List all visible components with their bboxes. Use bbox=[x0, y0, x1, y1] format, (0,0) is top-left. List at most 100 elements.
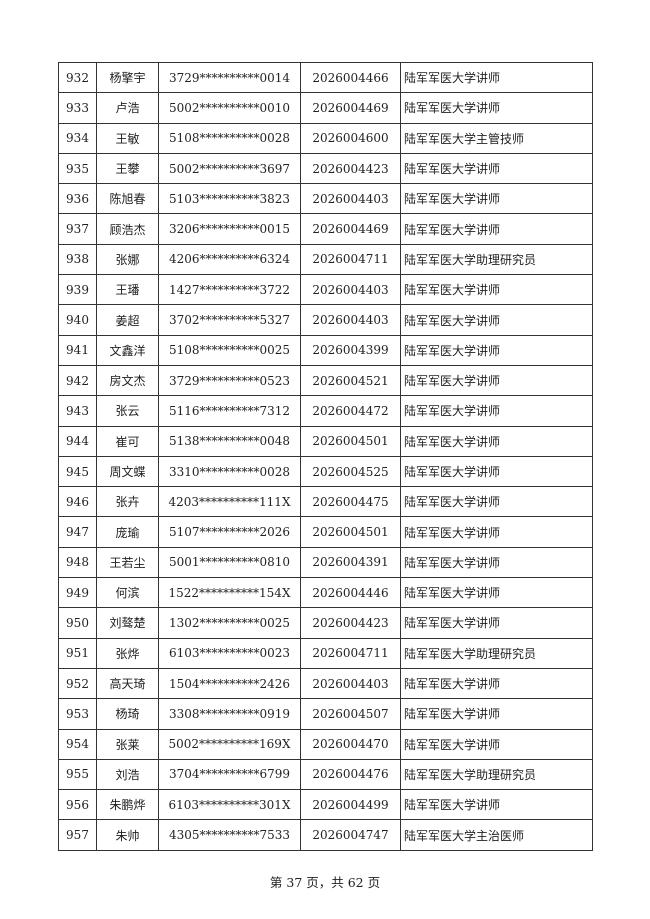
table-row: 942 房文杰 3729**********0523 2026004521 陆军军医大学… bbox=[58, 364, 593, 397]
table-row: 944 崔可 5138**********0048 2026004501 陆军军医大学讲… bbox=[58, 425, 593, 457]
cell-row-number: 945 bbox=[58, 455, 97, 488]
cell-id-number: 5108**********0025 bbox=[158, 334, 301, 366]
cell-position: 陆军军医大学讲师 bbox=[400, 577, 593, 609]
cell-id-number: 5107**********2026 bbox=[158, 516, 301, 548]
cell-name: 张烨 bbox=[96, 637, 159, 669]
cell-position: 陆军军医大学讲师 bbox=[400, 213, 593, 245]
table-row: 934 王敏 5108**********0028 2026004600 陆军军医大学主… bbox=[58, 122, 593, 154]
cell-id-number: 6103**********301X bbox=[158, 789, 301, 821]
cell-row-number: 936 bbox=[58, 183, 97, 215]
cell-id-number: 1302**********0025 bbox=[158, 607, 301, 639]
table-row: 956 朱鹏烨 6103**********301X 2026004499 陆军军医大学… bbox=[58, 789, 593, 821]
table-row: 936 陈旭春 5103**********3823 2026004403 陆军军医大学… bbox=[58, 183, 593, 215]
table-row: 932 杨擎宇 3729**********0014 2026004466 陆军军医大学… bbox=[58, 61, 593, 94]
cell-exam-number: 2026004470 bbox=[300, 728, 401, 760]
cell-id-number: 1504**********2426 bbox=[158, 667, 301, 700]
cell-row-number: 942 bbox=[58, 364, 97, 397]
cell-id-number: 3308**********0919 bbox=[158, 698, 301, 730]
cell-id-number: 4203**********111X bbox=[158, 486, 301, 518]
cell-name: 王敏 bbox=[96, 122, 159, 154]
cell-position: 陆军军医大学讲师 bbox=[400, 425, 593, 457]
cell-row-number: 954 bbox=[58, 728, 97, 760]
cell-exam-number: 2026004469 bbox=[300, 92, 401, 124]
cell-position: 陆军军医大学助理研究员 bbox=[400, 637, 593, 669]
cell-id-number: 3729**********0014 bbox=[158, 61, 301, 94]
cell-position: 陆军军医大学助理研究员 bbox=[400, 758, 593, 791]
cell-position: 陆军军医大学讲师 bbox=[400, 61, 593, 94]
cell-id-number: 4206**********6324 bbox=[158, 243, 301, 276]
cell-name: 张云 bbox=[96, 395, 159, 427]
cell-exam-number: 2026004403 bbox=[300, 183, 401, 215]
table-row: 954 张莱 5002**********169X 2026004470 陆军军医大学讲… bbox=[58, 728, 593, 760]
cell-position: 陆军军医大学讲师 bbox=[400, 183, 593, 215]
table-row: 945 周文蝶 3310**********0028 2026004525 陆军军医大学… bbox=[58, 455, 593, 488]
cell-id-number: 5002**********3697 bbox=[158, 152, 301, 185]
cell-exam-number: 2026004499 bbox=[300, 789, 401, 821]
cell-row-number: 947 bbox=[58, 516, 97, 548]
table-row: 939 王璠 1427**********3722 2026004403 陆军军医大学讲… bbox=[58, 274, 593, 306]
cell-row-number: 943 bbox=[58, 395, 97, 427]
table-row: 933 卢浩 5002**********0010 2026004469 陆军军医大学讲… bbox=[58, 92, 593, 124]
cell-row-number: 934 bbox=[58, 122, 97, 154]
cell-name: 朱鹏烨 bbox=[96, 789, 159, 821]
cell-position: 陆军军医大学讲师 bbox=[400, 364, 593, 397]
cell-name: 周文蝶 bbox=[96, 455, 159, 488]
cell-row-number: 944 bbox=[58, 425, 97, 457]
cell-name: 文鑫洋 bbox=[96, 334, 159, 366]
cell-name: 卢浩 bbox=[96, 92, 159, 124]
table-row: 941 文鑫洋 5108**********0025 2026004399 陆军军医大学… bbox=[58, 334, 593, 366]
cell-name: 王攀 bbox=[96, 152, 159, 185]
cell-exam-number: 2026004476 bbox=[300, 758, 401, 791]
cell-exam-number: 2026004747 bbox=[300, 819, 401, 851]
cell-name: 刘骜楚 bbox=[96, 607, 159, 639]
cell-name: 庞瑜 bbox=[96, 516, 159, 548]
table-row: 955 刘浩 3704**********6799 2026004476 陆军军医大学助… bbox=[58, 758, 593, 791]
cell-exam-number: 2026004521 bbox=[300, 364, 401, 397]
cell-exam-number: 2026004711 bbox=[300, 243, 401, 276]
cell-id-number: 5108**********0028 bbox=[158, 122, 301, 154]
cell-exam-number: 2026004403 bbox=[300, 304, 401, 336]
cell-position: 陆军军医大学讲师 bbox=[400, 789, 593, 821]
cell-name: 崔可 bbox=[96, 425, 159, 457]
cell-name: 杨擎宇 bbox=[96, 61, 159, 94]
results-table: 932 杨擎宇 3729**********0014 2026004466 陆军军医大学… bbox=[58, 61, 593, 851]
cell-row-number: 952 bbox=[58, 667, 97, 700]
cell-name: 王璠 bbox=[96, 274, 159, 306]
cell-id-number: 1522**********154X bbox=[158, 577, 301, 609]
cell-id-number: 5103**********3823 bbox=[158, 183, 301, 215]
cell-row-number: 946 bbox=[58, 486, 97, 518]
cell-position: 陆军军医大学讲师 bbox=[400, 92, 593, 124]
table-row: 951 张烨 6103**********0023 2026004711 陆军军医大学助… bbox=[58, 637, 593, 669]
cell-name: 张卉 bbox=[96, 486, 159, 518]
cell-row-number: 932 bbox=[58, 61, 97, 94]
table-row: 940 姜超 3702**********5327 2026004403 陆军军医大学讲… bbox=[58, 304, 593, 336]
cell-exam-number: 2026004711 bbox=[300, 637, 401, 669]
cell-exam-number: 2026004507 bbox=[300, 698, 401, 730]
table-row: 943 张云 5116**********7312 2026004472 陆军军医大学讲… bbox=[58, 395, 593, 427]
table-row: 950 刘骜楚 1302**********0025 2026004423 陆军军医大学… bbox=[58, 607, 593, 639]
cell-exam-number: 2026004423 bbox=[300, 607, 401, 639]
cell-position: 陆军军医大学主管技师 bbox=[400, 122, 593, 154]
cell-position: 陆军军医大学讲师 bbox=[400, 395, 593, 427]
cell-row-number: 937 bbox=[58, 213, 97, 245]
cell-exam-number: 2026004423 bbox=[300, 152, 401, 185]
cell-id-number: 5001**********0810 bbox=[158, 546, 301, 579]
cell-row-number: 939 bbox=[58, 274, 97, 306]
cell-exam-number: 2026004475 bbox=[300, 486, 401, 518]
cell-row-number: 957 bbox=[58, 819, 97, 851]
cell-name: 顾浩杰 bbox=[96, 213, 159, 245]
cell-id-number: 5002**********169X bbox=[158, 728, 301, 760]
cell-id-number: 3702**********5327 bbox=[158, 304, 301, 336]
cell-position: 陆军军医大学讲师 bbox=[400, 274, 593, 306]
cell-position: 陆军军医大学助理研究员 bbox=[400, 243, 593, 276]
cell-position: 陆军军医大学讲师 bbox=[400, 304, 593, 336]
cell-row-number: 951 bbox=[58, 637, 97, 669]
cell-position: 陆军军医大学讲师 bbox=[400, 516, 593, 548]
cell-exam-number: 2026004501 bbox=[300, 425, 401, 457]
page-footer: 第 37 页，共 62 页 bbox=[269, 875, 381, 890]
cell-position: 陆军军医大学讲师 bbox=[400, 728, 593, 760]
cell-name: 姜超 bbox=[96, 304, 159, 336]
cell-position: 陆军军医大学讲师 bbox=[400, 607, 593, 639]
cell-row-number: 955 bbox=[58, 758, 97, 791]
cell-exam-number: 2026004466 bbox=[300, 61, 401, 94]
